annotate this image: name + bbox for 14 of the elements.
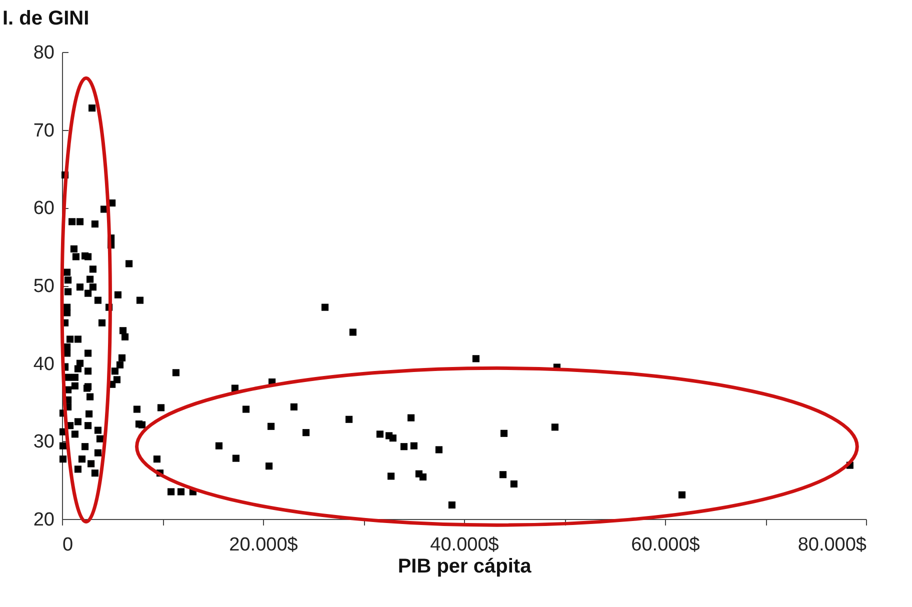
x-tick-label: 40.000$: [430, 534, 500, 556]
y-tick-label: 40: [33, 354, 54, 375]
y-tick-label: 30: [33, 432, 54, 453]
y-tick-label: 70: [33, 120, 54, 142]
x-tick-label: 60.000$: [631, 534, 700, 556]
y-tick-label: 20: [33, 510, 54, 530]
y-tick-label: 80: [33, 42, 54, 64]
y-tick-label: 50: [33, 276, 54, 297]
x-tick-label: 20.000$: [229, 534, 298, 556]
y-tick-label: 60: [33, 198, 54, 220]
x-tick-label: 0: [62, 534, 74, 556]
x-tick-label: 80.000$: [798, 534, 867, 556]
y-axis-title: I. de GINI: [2, 8, 90, 30]
x-axis-title: PIB per cápita: [398, 556, 532, 578]
